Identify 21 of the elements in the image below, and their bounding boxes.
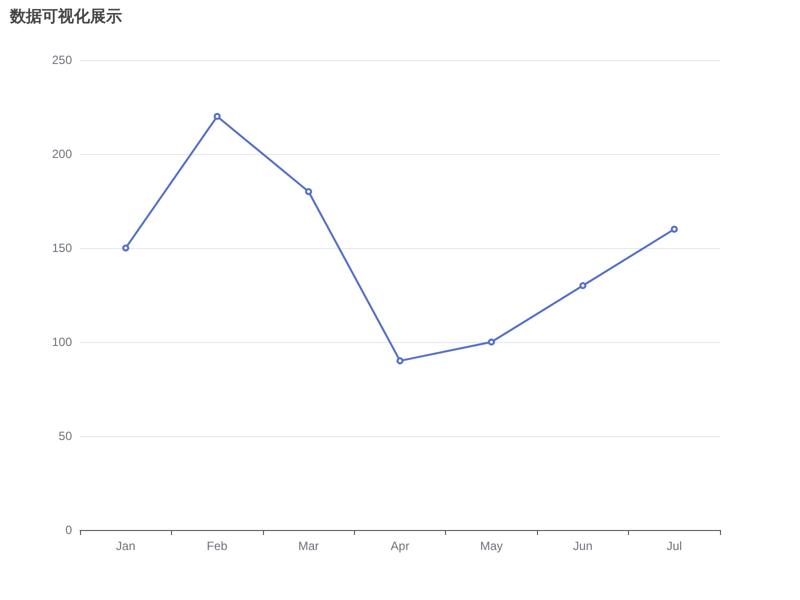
y-tick-label: 100 bbox=[52, 335, 72, 349]
point bbox=[579, 282, 586, 290]
point bbox=[396, 357, 404, 364]
x-tick-label: Feb bbox=[206, 539, 228, 553]
y-tick-label: 200 bbox=[52, 147, 72, 161]
x-tick-label: Jul bbox=[666, 539, 682, 553]
y-tick-label: 0 bbox=[65, 523, 72, 537]
y-tick-label: 150 bbox=[52, 241, 72, 255]
point bbox=[488, 338, 495, 346]
x-tick-label: Apr bbox=[390, 539, 410, 553]
x-tick-label: Mar bbox=[298, 539, 319, 553]
x-tick-label: Jun bbox=[573, 539, 593, 553]
point bbox=[305, 188, 312, 196]
point bbox=[214, 112, 221, 120]
point bbox=[670, 226, 678, 233]
y-tick-label: 250 bbox=[52, 53, 72, 67]
point bbox=[122, 244, 130, 252]
x-tick-label: May bbox=[480, 539, 503, 553]
x-tick-label: Jan bbox=[116, 539, 136, 553]
chart-title: 数据可视化展示 bbox=[9, 6, 122, 26]
y-tick-label: 50 bbox=[58, 429, 72, 443]
